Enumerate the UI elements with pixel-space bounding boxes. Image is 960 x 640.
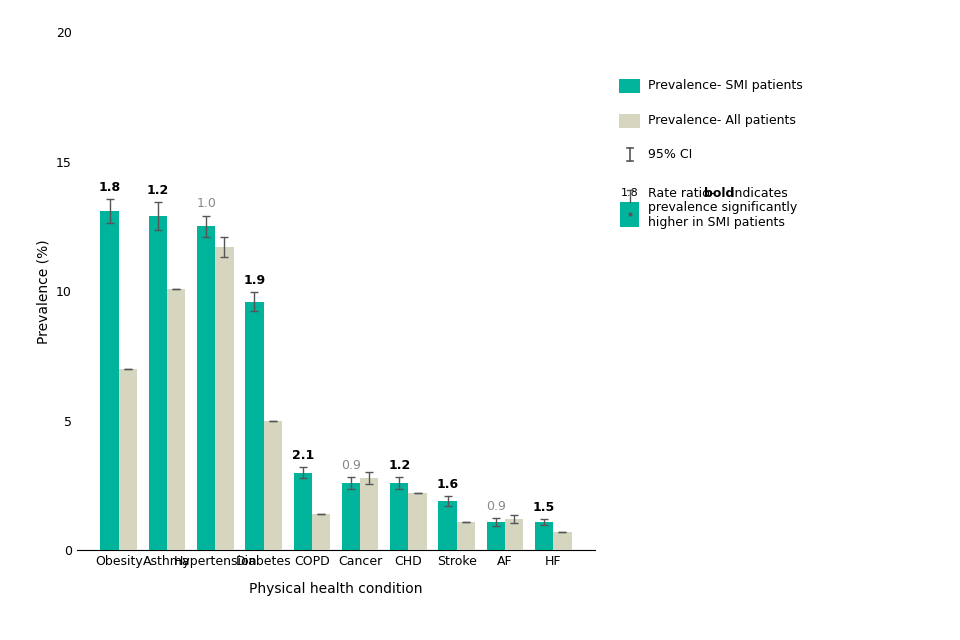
Bar [294, 472, 312, 550]
Text: 1.5: 1.5 [533, 500, 555, 513]
Bar [457, 522, 475, 550]
Text: 1.9: 1.9 [243, 275, 266, 287]
Text: Rate ratio-: Rate ratio- [648, 188, 718, 200]
Bar [505, 519, 523, 550]
Bar [487, 522, 505, 550]
Bar [390, 483, 408, 550]
Bar [553, 532, 571, 550]
Text: 0.9: 0.9 [341, 459, 361, 472]
Bar [245, 301, 264, 550]
Text: bold: bold [704, 188, 734, 200]
Bar [264, 421, 282, 550]
Text: 1.0: 1.0 [196, 197, 216, 211]
X-axis label: Physical health condition: Physical health condition [250, 582, 422, 596]
Bar [342, 483, 360, 550]
Bar [167, 289, 185, 550]
Text: 1.8: 1.8 [99, 181, 121, 194]
Text: 1.2: 1.2 [388, 459, 410, 472]
Bar [119, 369, 137, 550]
Bar [408, 493, 427, 550]
Text: Prevalence- All patients: Prevalence- All patients [648, 115, 796, 127]
Bar [197, 227, 215, 550]
Bar [439, 501, 457, 550]
Bar [149, 216, 167, 550]
Text: 1.6: 1.6 [437, 478, 459, 492]
Text: 0.9: 0.9 [486, 500, 506, 513]
Text: Prevalence- SMI patients: Prevalence- SMI patients [648, 79, 803, 92]
Bar [312, 514, 330, 550]
Text: indicates: indicates [727, 188, 787, 200]
Text: higher in SMI patients: higher in SMI patients [648, 216, 785, 228]
Bar [360, 478, 378, 550]
Y-axis label: Prevalence (%): Prevalence (%) [36, 239, 51, 344]
Bar [215, 247, 233, 550]
Bar [535, 522, 553, 550]
Text: 1.2: 1.2 [147, 184, 169, 196]
Text: 1.8: 1.8 [621, 188, 638, 198]
Text: 95% CI: 95% CI [648, 148, 692, 161]
Text: 2.1: 2.1 [292, 449, 314, 461]
Text: prevalence significantly: prevalence significantly [648, 202, 797, 214]
Bar [101, 211, 119, 550]
